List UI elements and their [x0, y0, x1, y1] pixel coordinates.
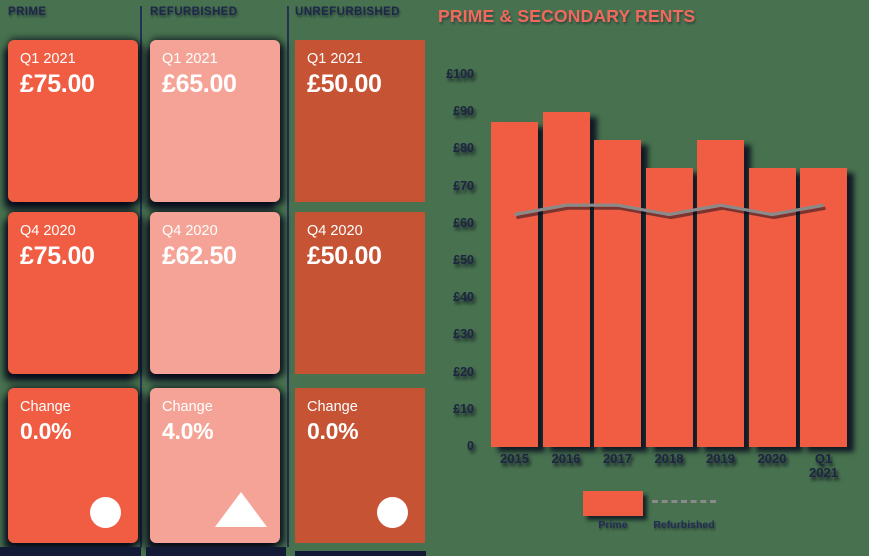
- unrefurbished-q1-2021-card: Q1 2021 £50.00: [295, 40, 425, 202]
- column-divider: [140, 6, 142, 547]
- cropped-card-strip: [0, 547, 141, 556]
- no-change-circle-icon: [377, 497, 408, 528]
- unrefurbished-change-card: Change 0.0%: [295, 388, 425, 543]
- y-axis-tick-label: £20: [453, 364, 474, 379]
- x-axis-label: 2020: [757, 451, 787, 466]
- column-header-unrefurbished: UNREFURBISHED: [295, 6, 400, 18]
- x-axis-label: 2018: [654, 451, 684, 466]
- cropped-card-strip: [146, 547, 286, 556]
- y-axis-tick-label: £80: [453, 141, 474, 156]
- chart-title: PRIME & SECONDARY RENTS: [438, 6, 696, 26]
- y-axis-tick-label: £10: [453, 401, 474, 416]
- prime-q1-2021-card: Q1 2021 £75.00: [8, 40, 138, 202]
- increase-triangle-icon: [215, 492, 267, 527]
- card-change-value: 0.0%: [20, 418, 72, 444]
- card-period-label: Q4 2020: [162, 223, 218, 239]
- y-axis-tick-label: £60: [453, 215, 474, 230]
- card-rent-value: £75.00: [20, 70, 95, 98]
- card-rent-value: £75.00: [20, 242, 95, 270]
- card-period-label: Q4 2020: [307, 223, 363, 239]
- card-change-label: Change: [20, 399, 71, 415]
- refurbished-q1-2021-card: Q1 2021 £65.00: [150, 40, 280, 202]
- y-axis-tick-label: £100: [446, 67, 474, 81]
- card-period-label: Q1 2021: [307, 51, 363, 67]
- card-period-label: Q1 2021: [162, 51, 218, 67]
- prime-bar-Q1 2021: [800, 168, 847, 447]
- prime-change-card: Change 0.0%: [8, 388, 138, 543]
- y-axis-tick-label: £40: [453, 290, 474, 305]
- prime-q4-2020-card: Q4 2020 £75.00: [8, 212, 138, 374]
- card-rent-value: £65.00: [162, 70, 237, 98]
- unrefurbished-q4-2020-card: Q4 2020 £50.00: [295, 212, 425, 374]
- column-divider: [287, 6, 289, 547]
- card-rent-value: £50.00: [307, 242, 382, 270]
- x-axis-label: 2017: [603, 451, 632, 466]
- y-axis-tick-label: 0: [467, 439, 474, 453]
- card-period-label: Q4 2020: [20, 223, 76, 239]
- prime-bar-2015: [491, 121, 538, 447]
- legend-label-refurbished: Refurbished: [653, 519, 715, 531]
- refurbished-legend-line-icon: [652, 500, 716, 503]
- cropped-card-strip: [295, 551, 426, 556]
- legend-label-prime: Prime: [598, 519, 628, 531]
- card-change-label: Change: [162, 399, 213, 415]
- card-change-label: Change: [307, 399, 358, 415]
- prime-legend-swatch: [583, 491, 643, 516]
- prime-bar-2016: [542, 112, 590, 447]
- prime-bar-2018: [645, 168, 693, 447]
- y-axis-tick-label: £50: [453, 253, 474, 267]
- card-change-value: 0.0%: [307, 418, 359, 444]
- card-period-label: Q1 2021: [20, 51, 76, 67]
- x-axis-label: 2015: [500, 451, 529, 466]
- y-axis-tick-label: £90: [453, 104, 474, 119]
- x-axis-label: Q1 2021: [809, 451, 838, 480]
- column-header-prime: PRIME: [8, 6, 47, 18]
- column-header-refurbished: REFURBISHED: [150, 6, 238, 18]
- refurbished-q4-2020-card: Q4 2020 £62.50: [150, 212, 280, 374]
- card-change-value: 4.0%: [162, 418, 214, 444]
- x-axis-label: 2019: [706, 451, 735, 466]
- card-rent-value: £62.50: [162, 242, 237, 270]
- y-axis-tick-label: £30: [453, 327, 474, 342]
- y-axis-tick-label: £70: [453, 178, 474, 193]
- prime-bar-2017: [594, 140, 641, 447]
- x-axis-label: 2016: [551, 451, 581, 466]
- card-rent-value: £50.00: [307, 70, 382, 98]
- prime-bar-2019: [697, 140, 744, 447]
- refurbished-change-card: Change 4.0%: [150, 388, 280, 543]
- no-change-circle-icon: [90, 497, 121, 528]
- prime-bar-2020: [748, 168, 796, 447]
